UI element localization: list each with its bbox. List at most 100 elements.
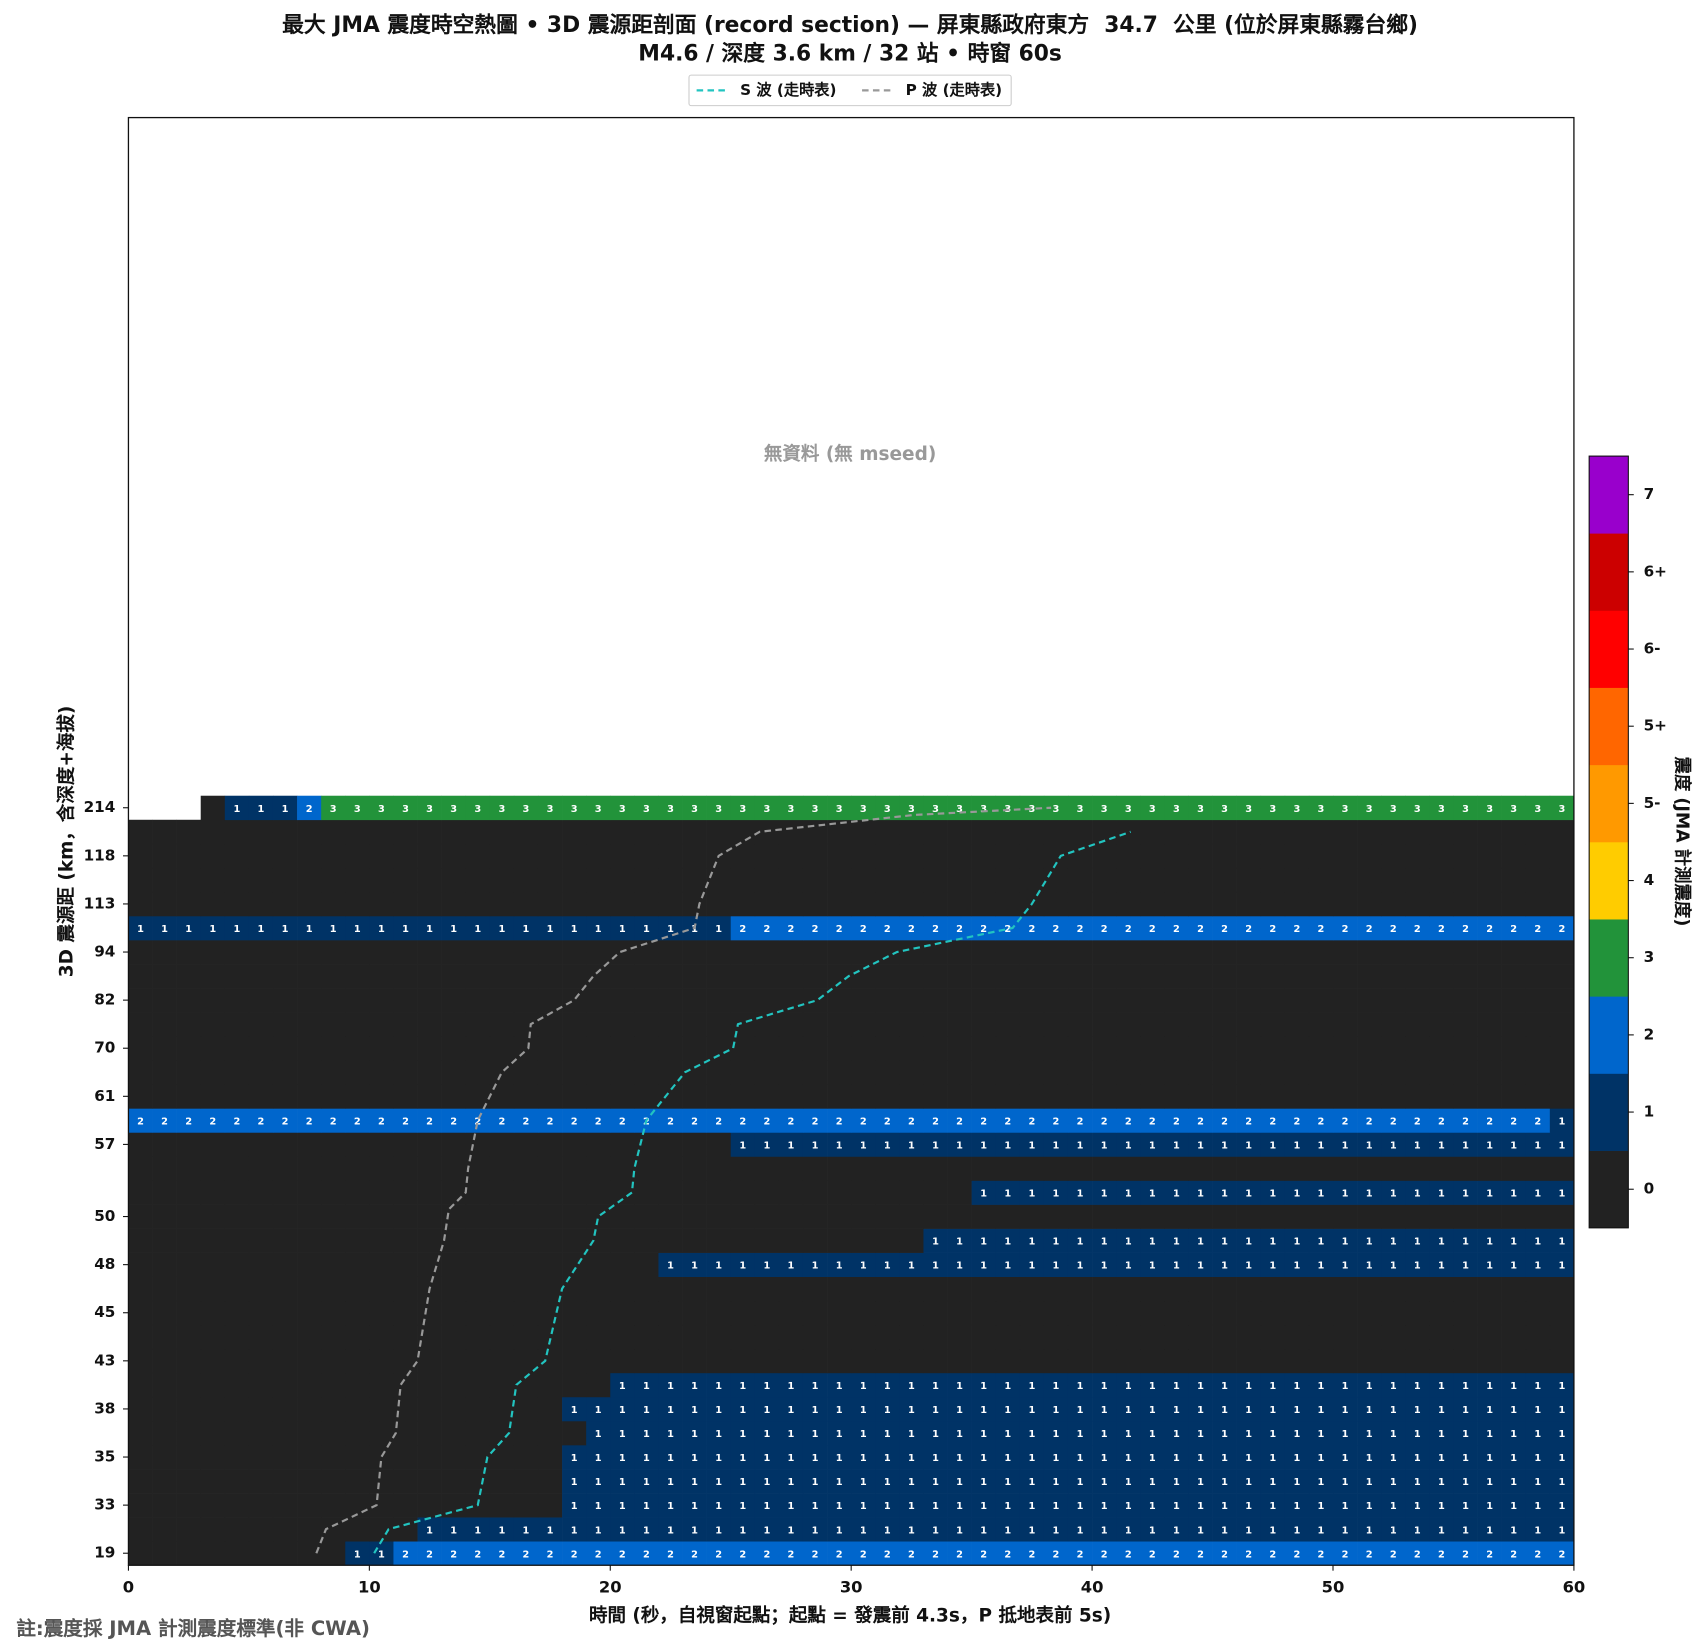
cell-label: 2: [498, 1116, 505, 1127]
heatmap-cell: [1140, 1469, 1165, 1494]
cell-label: 2: [330, 1116, 337, 1127]
heatmap-cell: [200, 1445, 226, 1470]
heatmap-cell: [1453, 1228, 1478, 1253]
heatmap-cell: [1549, 1228, 1575, 1253]
cell-label: 1: [1077, 1381, 1084, 1392]
heatmap-cell: [875, 988, 900, 1013]
heatmap-cell: [1284, 1204, 1310, 1229]
heatmap-cell: [1501, 1420, 1527, 1446]
heatmap-cell: [465, 1348, 491, 1374]
heatmap-cell: [441, 1228, 467, 1253]
heatmap-cell: [706, 1108, 732, 1133]
heatmap-cell: [1284, 915, 1310, 941]
heatmap-cell: [465, 1036, 491, 1061]
heatmap-cell: [778, 915, 804, 941]
heatmap-cell: [995, 1396, 1021, 1422]
heatmap-cell: [562, 1012, 587, 1037]
heatmap-cell: [1308, 1036, 1334, 1061]
heatmap-cell: [634, 795, 659, 821]
heatmap-cell: [1019, 1445, 1045, 1470]
cell-label: 1: [1173, 1453, 1180, 1464]
heatmap-cell: [1067, 867, 1093, 893]
heatmap-cell: [1188, 891, 1213, 917]
heatmap-cell: [393, 1252, 418, 1277]
cell-label: 1: [643, 1429, 650, 1440]
heatmap-cell: [297, 1084, 322, 1109]
heatmap-cell: [1188, 1108, 1213, 1133]
heatmap-cell: [1164, 867, 1189, 893]
heatmap-cell: [1381, 940, 1406, 965]
heatmap-cell: [441, 1060, 467, 1085]
heatmap-cell: [899, 988, 924, 1013]
heatmap-cell: [923, 1252, 948, 1277]
cell-label: 2: [1462, 1116, 1469, 1127]
heatmap-cell: [1525, 1108, 1551, 1133]
cell-label: 1: [1510, 1501, 1517, 1512]
heatmap-cell: [971, 891, 997, 917]
heatmap-cell: [297, 1132, 322, 1157]
heatmap-cell: [248, 964, 274, 989]
heatmap-cell: [875, 1396, 900, 1422]
cell-label: 2: [1269, 1549, 1276, 1560]
heatmap-cell: [1525, 795, 1551, 821]
heatmap-cell: [393, 915, 418, 941]
heatmap-cell: [345, 1228, 370, 1253]
y-tick-label: 94: [94, 943, 115, 961]
cell-label: 1: [1558, 1261, 1565, 1272]
heatmap-cell: [754, 1180, 780, 1205]
heatmap-cell: [1116, 1541, 1141, 1566]
colorbar-frame: [1588, 455, 1629, 1229]
heatmap-cell: [947, 1060, 972, 1085]
heatmap-cell: [224, 867, 250, 893]
heatmap-cell: [1453, 1493, 1478, 1518]
heatmap-cell: [1067, 1252, 1093, 1277]
cell-label: 1: [1245, 1261, 1252, 1272]
heatmap-cell: [417, 940, 442, 965]
heatmap-cell: [995, 988, 1021, 1013]
cell-label: 1: [1390, 1525, 1397, 1536]
heatmap-cell: [1092, 1348, 1117, 1374]
heatmap-cell: [200, 1396, 226, 1422]
heatmap-cell: [730, 964, 756, 989]
heatmap-cell: [706, 1252, 732, 1277]
heatmap-cell: [1212, 891, 1237, 917]
heatmap-cell: [658, 867, 683, 893]
heatmap-cell: [802, 819, 828, 845]
cell-label: 1: [1197, 1381, 1204, 1392]
heatmap-cell: [1357, 1541, 1382, 1566]
heatmap-cell: [802, 795, 828, 821]
y-tick-label: 33: [94, 1496, 115, 1514]
heatmap-cell: [1333, 795, 1358, 821]
heatmap-cell: [1043, 1228, 1069, 1253]
heatmap-cell: [634, 1324, 659, 1350]
cell-label: 3: [1245, 804, 1252, 815]
cell-label: 1: [1366, 1501, 1373, 1512]
heatmap-cell: [1236, 1156, 1262, 1181]
cell-label: 2: [956, 1116, 963, 1127]
heatmap-cell: [369, 1541, 394, 1566]
heatmap-cell: [1453, 1324, 1478, 1350]
heatmap-cell: [297, 1324, 322, 1350]
heatmap-cell: [369, 867, 394, 893]
heatmap-cell: [176, 1420, 202, 1446]
cell-label: 3: [1125, 804, 1132, 815]
heatmap-cell: [513, 1493, 539, 1518]
colorbar-tick-label: 5-: [1644, 794, 1661, 812]
cell-label: 1: [691, 1477, 698, 1488]
heatmap-cell: [513, 1252, 539, 1277]
heatmap-cell: [1019, 1012, 1045, 1037]
heatmap-cell: [971, 1445, 997, 1470]
heatmap-cell: [778, 819, 804, 845]
heatmap-cell: [152, 988, 177, 1013]
heatmap-cell: [1549, 1300, 1575, 1326]
heatmap-cell: [537, 1445, 563, 1470]
heatmap-cell: [1333, 1156, 1358, 1181]
heatmap-cell: [730, 1517, 756, 1542]
heatmap-cell: [658, 1372, 683, 1398]
heatmap-cell: [658, 843, 683, 869]
heatmap-cell: [827, 1180, 852, 1205]
heatmap-cell: [1453, 1060, 1478, 1085]
y-tick-label: 70: [94, 1039, 115, 1057]
cell-label: 1: [233, 804, 240, 815]
cell-label: 1: [1438, 1261, 1445, 1272]
